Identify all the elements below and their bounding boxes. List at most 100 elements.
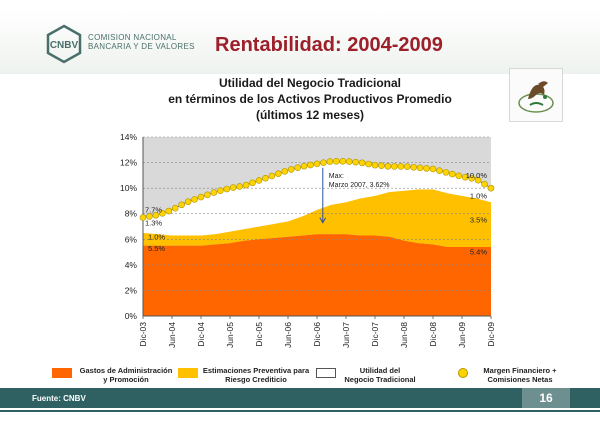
logo-line-1: COMISION NACIONAL — [88, 33, 177, 42]
legend-label-admin: Gastos de Administración y Promoción — [76, 366, 176, 384]
margin-point — [410, 163, 417, 171]
area-profit — [143, 161, 491, 236]
legend-swatch-margin — [458, 368, 468, 378]
margin-point — [249, 179, 256, 187]
margin-point — [184, 198, 192, 205]
margin-point — [397, 163, 405, 170]
legend-label-provisions: Estimaciones Preventiva para Riesgo Cred… — [200, 366, 312, 384]
x-tick-label: Dic-09 — [486, 322, 496, 347]
margin-point — [365, 160, 372, 168]
legend-profit-line-1: Utilidad del — [359, 366, 401, 375]
chart-title-line-1: Utilidad del Negocio Tradicional — [218, 76, 402, 90]
label-end-profit: 1.0% — [470, 191, 487, 200]
page-number: 16 — [522, 388, 570, 408]
annotation-arrow-head — [319, 217, 327, 224]
margin-point — [262, 174, 269, 182]
margin-point — [223, 185, 231, 193]
legend-margin-line-1: Margen Financiero + — [483, 366, 557, 375]
margin-point — [204, 191, 211, 199]
logo-line-2: BANCARIA Y DE VALORES — [88, 42, 195, 51]
x-tick-label: Jun-06 — [283, 322, 293, 348]
margin-point — [146, 213, 153, 220]
margin-point — [281, 168, 289, 175]
margin-point — [339, 157, 347, 165]
x-tick-label: Dic-03 — [138, 322, 148, 347]
margin-point — [178, 201, 185, 209]
chart-area: 0% 2% 4% 6% 8% 10% 12% 14% Dic-03 Jun-04 Dic-04 Jun… — [120, 132, 496, 348]
margin-point — [139, 214, 147, 221]
margin-point — [468, 175, 475, 182]
x-tick-label: Dic-05 — [254, 322, 264, 347]
margin-point — [378, 162, 385, 169]
label-end-provisions: 3.5% — [470, 216, 487, 225]
legend-swatch-provisions — [178, 368, 198, 378]
x-tick-label: Jun-09 — [457, 322, 467, 348]
margin-point — [313, 160, 321, 168]
x-tick-label: Dic-04 — [196, 322, 206, 347]
margin-point — [358, 159, 366, 167]
legend-swatch-admin — [52, 368, 72, 378]
margin-point — [152, 211, 160, 219]
slide-title: Rentabilidad: 2004-2009 — [215, 34, 443, 56]
margin-point — [210, 189, 218, 196]
margin-point — [352, 158, 359, 166]
margin-point — [165, 207, 173, 215]
margin-point — [307, 161, 314, 169]
margin-point — [391, 163, 398, 170]
x-tick-label: Jun-05 — [225, 322, 235, 348]
label-start-provisions: 1.0% — [148, 232, 165, 241]
legend-provisions-line-1: Estimaciones Preventiva para — [202, 366, 310, 375]
label-start-total: 7.7% — [145, 206, 162, 215]
margin-point — [287, 166, 295, 173]
label-start-admin: 5.5% — [148, 244, 165, 253]
mexican-eagle-seal-icon — [509, 68, 563, 122]
annotation-line-2: Marzo 2007, 3.62% — [329, 182, 390, 189]
margin-point — [371, 161, 379, 169]
y-tick-label: 4% — [125, 260, 138, 270]
margin-point — [236, 183, 243, 190]
logo-mark: CNBV — [50, 40, 79, 51]
margin-point — [416, 164, 424, 172]
margin-point — [384, 162, 392, 170]
margin-point — [197, 193, 205, 201]
footer-bar — [0, 388, 600, 408]
logo-text: COMISION NACIONAL BANCARIA Y DE VALORES — [88, 33, 195, 51]
margin-point — [449, 170, 456, 178]
x-tick-label: Jun-08 — [399, 322, 409, 348]
area-provisions — [143, 189, 491, 247]
legend-label-profit: Utilidad del Negocio Tradicional — [334, 366, 426, 384]
margin-point — [474, 176, 482, 184]
margin-point — [455, 172, 463, 180]
legend-admin-line-2: y Promoción — [103, 375, 149, 384]
area-admin — [143, 234, 491, 316]
margin-point — [191, 196, 198, 203]
y-tick-label: 2% — [125, 285, 138, 295]
label-end-total: 10.0% — [466, 171, 488, 180]
margin-point — [487, 184, 495, 192]
y-tick-label: 0% — [125, 311, 138, 321]
margin-point — [275, 170, 282, 177]
y-tick-label: 6% — [125, 234, 138, 244]
label-end-admin: 5.4% — [470, 248, 487, 257]
x-tick-label: Jun-07 — [341, 322, 351, 348]
margin-point — [436, 167, 443, 174]
margin-point — [171, 204, 179, 212]
chart-title-line-2: en términos de los Activos Productivos P… — [168, 92, 452, 106]
margin-point — [229, 184, 237, 191]
cnbv-logo-icon: CNBV — [46, 24, 82, 64]
margin-point — [442, 169, 450, 176]
margin-point — [217, 187, 224, 194]
x-tick-label: Dic-08 — [428, 322, 438, 347]
annotation-line-1: Max: — [329, 173, 344, 180]
margin-point — [403, 163, 411, 170]
margin-point — [481, 180, 488, 188]
margin-point — [345, 158, 353, 165]
x-tick-label: Dic-06 — [312, 322, 322, 347]
x-tick-label: Jun-04 — [167, 322, 177, 348]
y-tick-label: 8% — [125, 209, 138, 219]
legend: Gastos de Administración y Promoción Est… — [0, 366, 600, 396]
label-start-profit: 1.3% — [145, 219, 162, 228]
legend-admin-line-1: Gastos de Administración — [79, 366, 173, 375]
margin-point — [255, 177, 263, 184]
margin-point — [242, 181, 250, 189]
